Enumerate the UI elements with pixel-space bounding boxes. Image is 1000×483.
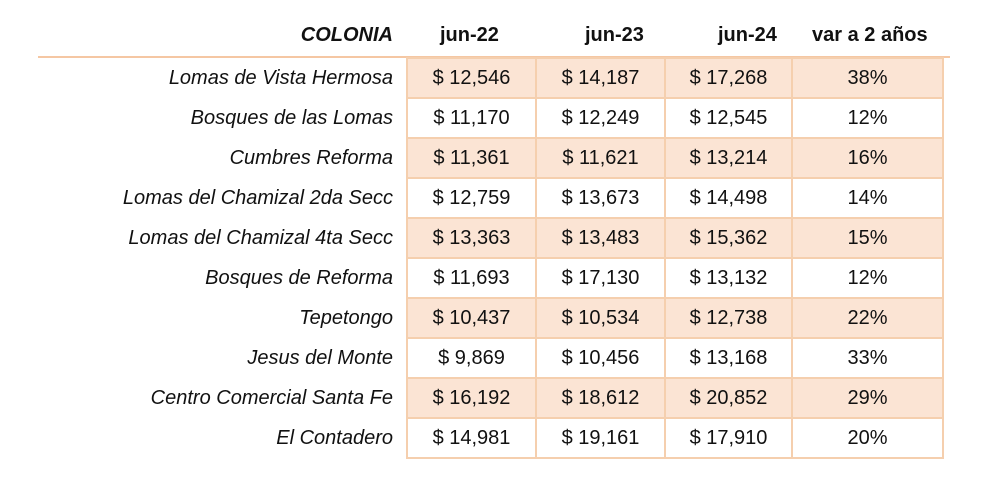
table-row: Cumbres Reforma $ 11,361 $ 11,621 $ 13,214 1… xyxy=(38,137,944,179)
colonia-cell: Lomas del Chamizal 4ta Secc xyxy=(128,226,393,249)
colonia-cell: Cumbres Reforma xyxy=(229,146,393,169)
jun-24-cell: $ 14,498 xyxy=(664,177,793,219)
table-row: Tepetongo $ 10,437 $ 10,534 $ 12,738 22% xyxy=(38,297,944,339)
table-row: Bosques de las Lomas $ 11,170 $ 12,249 $ 12… xyxy=(38,97,944,139)
variation-cell: 38% xyxy=(791,57,944,99)
table-row: Jesus del Monte $ 9,869 $ 10,456 $ 13,168 33… xyxy=(38,337,944,379)
table-row: El Contadero $ 14,981 $ 19,161 $ 17,910 20% xyxy=(38,417,944,459)
colonia-cell: Bosques de Reforma xyxy=(205,266,393,289)
table-row: Lomas del Chamizal 4ta Secc $ 13,363 $ 13,… xyxy=(38,217,944,259)
jun-24-cell: $ 12,545 xyxy=(664,97,793,139)
jun-23-cell: $ 13,483 xyxy=(535,217,666,259)
table-row: Bosques de Reforma $ 11,693 $ 17,130 $ 13,1… xyxy=(38,257,944,299)
colonia-cell: Centro Comercial Santa Fe xyxy=(150,386,393,409)
colonia-cell: Bosques de las Lomas xyxy=(190,106,393,129)
colonia-cell: Lomas del Chamizal 2da Secc xyxy=(122,186,393,209)
jun-23-cell: $ 13,673 xyxy=(535,177,666,219)
variation-cell: 14% xyxy=(791,177,944,219)
table-row: Centro Comercial Santa Fe $ 16,192 $ 18,61… xyxy=(38,377,944,419)
jun-24-cell: $ 17,268 xyxy=(664,57,793,99)
variation-cell: 20% xyxy=(791,417,944,459)
jun-23-cell: $ 10,456 xyxy=(535,337,666,379)
jun-24-cell: $ 17,910 xyxy=(664,417,793,459)
jun-24-cell: $ 13,132 xyxy=(664,257,793,299)
variation-cell: 33% xyxy=(791,337,944,379)
jun-23-cell: $ 11,621 xyxy=(535,137,666,179)
colonia-cell: Tepetongo xyxy=(299,306,393,329)
variation-cell: 22% xyxy=(791,297,944,339)
variation-cell: 12% xyxy=(791,257,944,299)
variation-cell: 29% xyxy=(791,377,944,419)
jun-24-cell: $ 20,852 xyxy=(664,377,793,419)
price-table: Lomas de Vista Hermosa $ 12,546 $ 14,187 $ … xyxy=(38,57,944,459)
jun-22-cell: $ 16,192 xyxy=(406,377,537,419)
colonia-cell: El Contadero xyxy=(276,426,393,449)
jun-23-cell: $ 12,249 xyxy=(535,97,666,139)
jun-22-cell: $ 11,361 xyxy=(406,137,537,179)
jun-23-cell: $ 19,161 xyxy=(535,417,666,459)
jun-22-cell: $ 14,981 xyxy=(406,417,537,459)
jun-24-cell: $ 13,214 xyxy=(664,137,793,179)
table-row: Lomas de Vista Hermosa $ 12,546 $ 14,187 $ … xyxy=(38,57,944,99)
variation-cell: 12% xyxy=(791,97,944,139)
jun-22-cell: $ 9,869 xyxy=(406,337,537,379)
jun-22-cell: $ 11,170 xyxy=(406,97,537,139)
variation-cell: 16% xyxy=(791,137,944,179)
jun-24-cell: $ 15,362 xyxy=(664,217,793,259)
jun-22-cell: $ 13,363 xyxy=(406,217,537,259)
header-jun-23: jun-23 xyxy=(585,24,644,46)
jun-23-cell: $ 10,534 xyxy=(535,297,666,339)
header-jun-22: jun-22 xyxy=(440,24,499,46)
jun-22-cell: $ 10,437 xyxy=(406,297,537,339)
jun-23-cell: $ 17,130 xyxy=(535,257,666,299)
jun-22-cell: $ 11,693 xyxy=(406,257,537,299)
jun-23-cell: $ 14,187 xyxy=(535,57,666,99)
jun-22-cell: $ 12,759 xyxy=(406,177,537,219)
variation-cell: 15% xyxy=(791,217,944,259)
jun-24-cell: $ 12,738 xyxy=(664,297,793,339)
colonia-cell: Lomas de Vista Hermosa xyxy=(168,66,393,89)
header-colonia: COLONIA xyxy=(300,24,393,46)
jun-22-cell: $ 12,546 xyxy=(406,57,537,99)
jun-24-cell: $ 13,168 xyxy=(664,337,793,379)
colonia-cell: Jesus del Monte xyxy=(247,346,393,369)
jun-23-cell: $ 18,612 xyxy=(535,377,666,419)
table-row: Lomas del Chamizal 2da Secc $ 12,759 $ 13,… xyxy=(38,177,944,219)
header-var-2-anos: var a 2 años xyxy=(812,24,928,46)
header-jun-24: jun-24 xyxy=(718,24,777,46)
header-divider xyxy=(38,56,950,58)
